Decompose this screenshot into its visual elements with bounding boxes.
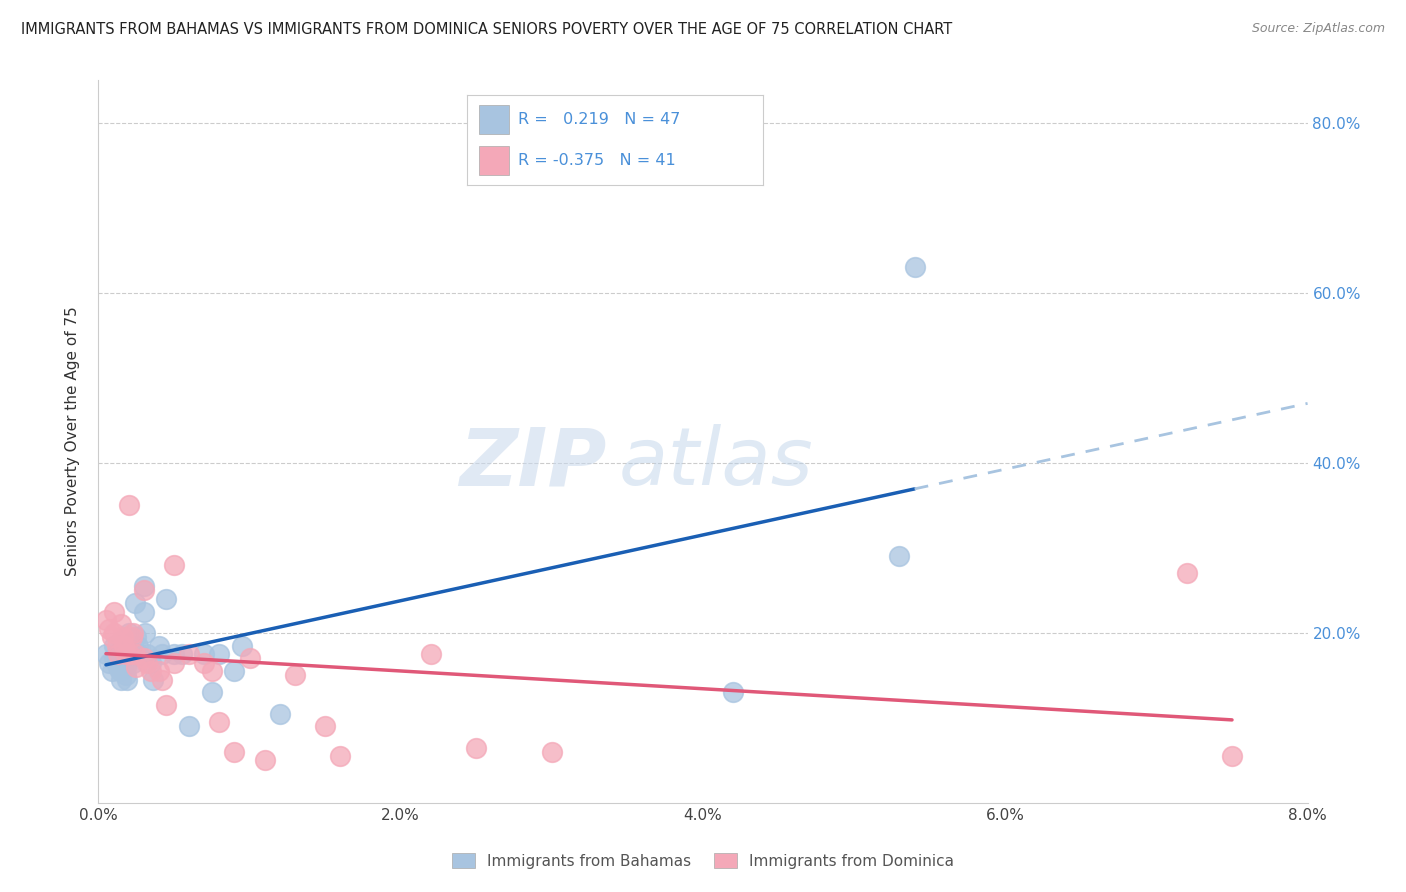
Point — [124, 647, 146, 661]
Point — [120, 642, 142, 657]
Point — [107, 647, 129, 661]
Point — [231, 639, 253, 653]
Point — [148, 639, 170, 653]
Point — [127, 639, 149, 653]
Point — [135, 647, 157, 661]
Text: atlas: atlas — [619, 425, 813, 502]
Point — [94, 647, 117, 661]
Point — [118, 625, 141, 640]
Point — [105, 639, 128, 653]
Point — [155, 591, 177, 606]
Y-axis label: Seniors Poverty Over the Age of 75: Seniors Poverty Over the Age of 75 — [65, 307, 80, 576]
Point — [121, 647, 143, 661]
Point — [224, 745, 246, 759]
Point — [135, 656, 157, 670]
Point — [269, 706, 291, 721]
Point — [253, 753, 276, 767]
Point — [163, 656, 186, 670]
Point — [155, 698, 177, 712]
Point — [105, 656, 128, 670]
Point — [118, 647, 141, 661]
Point — [124, 596, 146, 610]
Point — [103, 651, 125, 665]
Point — [98, 656, 121, 670]
Text: Source: ZipAtlas.com: Source: ZipAtlas.com — [1251, 22, 1385, 36]
Point — [208, 714, 231, 729]
Point — [110, 617, 132, 632]
Point — [103, 639, 125, 653]
Point — [179, 719, 201, 733]
Point — [125, 660, 148, 674]
Point — [163, 647, 186, 661]
Point — [141, 656, 163, 670]
Text: ZIP: ZIP — [458, 425, 606, 502]
Point — [142, 673, 165, 687]
Point — [111, 630, 134, 644]
Point — [112, 639, 135, 653]
Point — [103, 605, 125, 619]
Point — [134, 625, 156, 640]
Point — [98, 622, 121, 636]
Point — [163, 558, 186, 572]
Point — [118, 498, 141, 512]
Point — [1220, 749, 1243, 764]
Point — [224, 664, 246, 678]
Point — [111, 642, 134, 657]
Point — [122, 625, 145, 640]
Point — [115, 673, 138, 687]
Point — [132, 579, 155, 593]
Point — [94, 613, 117, 627]
Point — [201, 664, 224, 678]
Point — [150, 673, 173, 687]
Point — [170, 647, 193, 661]
Point — [114, 668, 136, 682]
Point — [101, 664, 124, 678]
Point — [110, 673, 132, 687]
Point — [193, 656, 215, 670]
Point — [132, 605, 155, 619]
Point — [150, 647, 173, 661]
Point — [111, 651, 134, 665]
Point — [179, 647, 201, 661]
Point — [114, 660, 136, 674]
Point — [121, 630, 143, 644]
Text: IMMIGRANTS FROM BAHAMAS VS IMMIGRANTS FROM DOMINICA SENIORS POVERTY OVER THE AGE: IMMIGRANTS FROM BAHAMAS VS IMMIGRANTS FR… — [21, 22, 952, 37]
Point — [889, 549, 911, 564]
Point — [208, 647, 231, 661]
Point — [101, 630, 124, 644]
Point — [105, 647, 128, 661]
Point — [125, 630, 148, 644]
Point — [128, 647, 150, 661]
Point — [1175, 566, 1198, 581]
Point — [465, 740, 488, 755]
Point — [112, 656, 135, 670]
Point — [132, 651, 155, 665]
Point — [141, 664, 163, 678]
Point — [193, 647, 215, 661]
Point — [329, 749, 352, 764]
Point — [420, 647, 443, 661]
Point — [103, 625, 125, 640]
Point — [314, 719, 336, 733]
Point — [107, 660, 129, 674]
Point — [284, 668, 307, 682]
Point — [132, 583, 155, 598]
Point — [540, 745, 562, 759]
Point — [723, 685, 745, 699]
Point — [148, 664, 170, 678]
Point — [114, 647, 136, 661]
Point — [239, 651, 262, 665]
Point — [110, 634, 132, 648]
Legend: Immigrants from Bahamas, Immigrants from Dominica: Immigrants from Bahamas, Immigrants from… — [446, 847, 960, 875]
Point — [122, 656, 145, 670]
Point — [108, 664, 131, 678]
Point — [904, 260, 927, 275]
Point — [201, 685, 224, 699]
Point — [118, 647, 141, 661]
